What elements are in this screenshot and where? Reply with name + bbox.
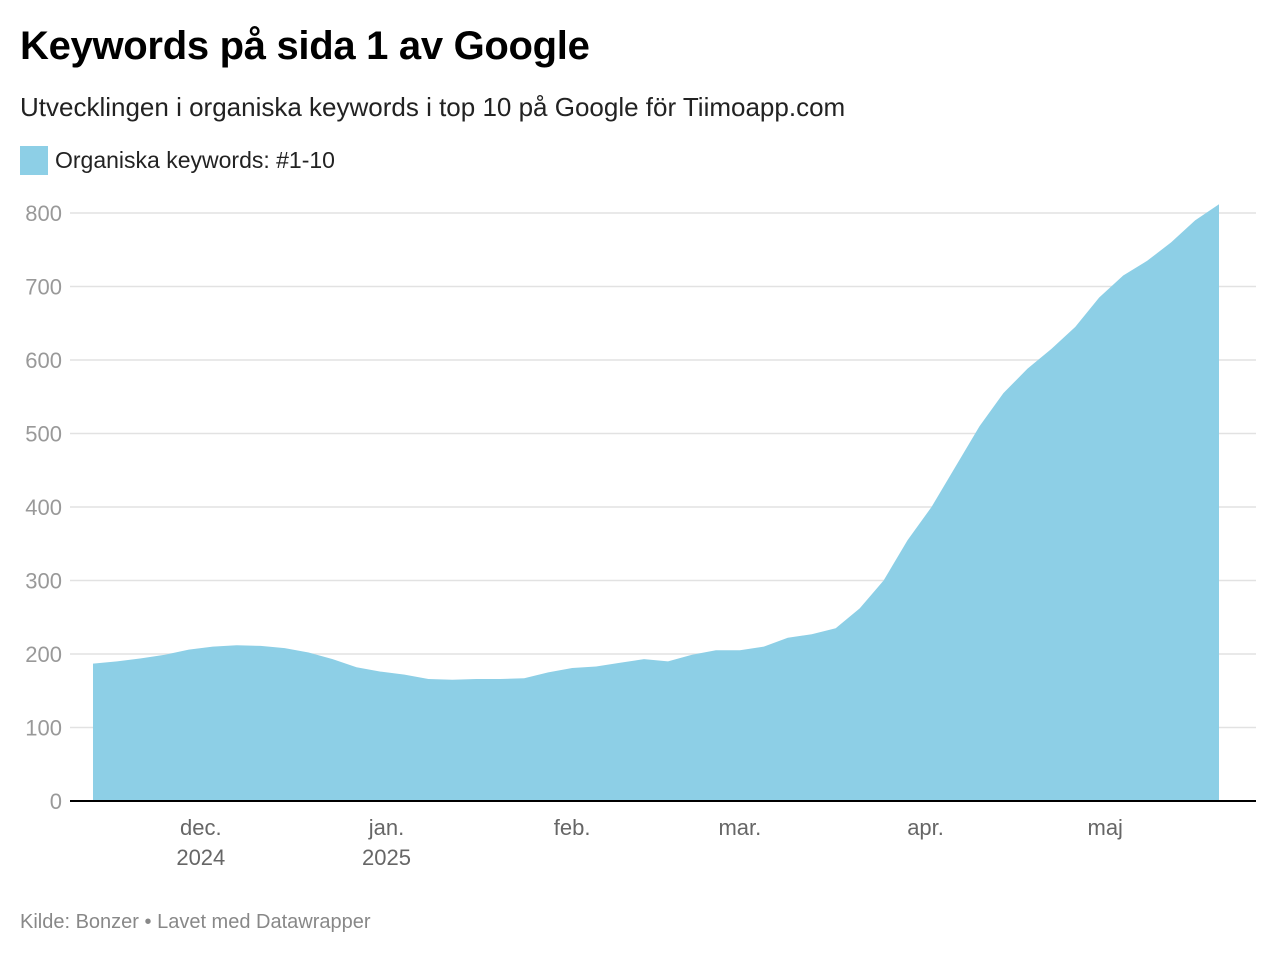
area-fill: [93, 204, 1219, 801]
legend: Organiska keywords: #1-10: [20, 146, 335, 175]
y-tick-label: 800: [25, 201, 62, 226]
area-chart: 0 100 200 300 400 500 600 700 800 dec. 2024 jan. 20…: [25, 201, 1256, 870]
x-tick-label: dec.: [180, 815, 222, 840]
y-tick-label: 200: [25, 642, 62, 667]
y-tick-label: 400: [25, 495, 62, 520]
y-tick-label: 600: [25, 348, 62, 373]
chart-title: Keywords på sida 1 av Google: [20, 24, 590, 68]
y-tick-label: 500: [25, 422, 62, 447]
y-tick-label: 300: [25, 569, 62, 594]
chart-subtitle: Utvecklingen i organiska keywords i top …: [20, 92, 846, 122]
y-tick-label: 700: [25, 275, 62, 300]
source-note: Kilde: Bonzer • Lavet med Datawrapper: [20, 911, 371, 933]
legend-swatch: [20, 146, 48, 175]
x-tick-label: mar.: [718, 815, 761, 840]
y-tick-label: 100: [25, 716, 62, 741]
x-axis: dec. 2024 jan. 2025 feb. mar. apr. maj: [70, 800, 1256, 870]
x-tick-label: maj: [1088, 815, 1123, 840]
x-tick-label: apr.: [907, 815, 944, 840]
x-tick-year-label: 2025: [362, 845, 411, 870]
x-tick-label: jan.: [368, 815, 404, 840]
legend-label: Organiska keywords: #1-10: [55, 147, 335, 173]
y-tick-label: 0: [50, 789, 62, 814]
x-tick-year-label: 2024: [176, 845, 225, 870]
area-series: [93, 204, 1219, 801]
y-axis: 0 100 200 300 400 500 600 700 800: [25, 201, 62, 814]
x-tick-label: feb.: [554, 815, 591, 840]
